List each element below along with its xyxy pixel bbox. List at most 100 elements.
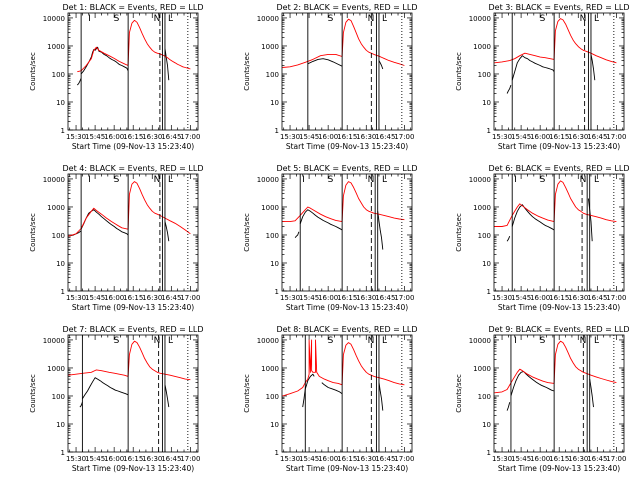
- detector-panel-6: Det 6: BLACK = Events, RED = LLD I S N L Coun…: [455, 164, 629, 312]
- x-tick-label: 17:00: [394, 294, 414, 302]
- x-tick-label: 16:15: [123, 133, 143, 141]
- plot-frame: [281, 12, 413, 131]
- plot-frame: [67, 12, 199, 131]
- x-tick-label: 16:45: [587, 133, 607, 141]
- x-tick-label: 16:45: [161, 294, 181, 302]
- y-tick-label: 10000: [43, 15, 65, 23]
- x-tick-label: 15:30: [66, 294, 86, 302]
- y-tick-label: 10: [270, 421, 279, 429]
- plot-area: [282, 13, 405, 130]
- detector-panel-1: Det 1: BLACK = Events, RED = LLD I S N L Coun…: [29, 3, 203, 151]
- y-tick-label: 1000: [261, 43, 279, 51]
- y-tick-label: 100: [52, 393, 65, 401]
- marker-label: L: [382, 336, 387, 346]
- marker-label: N: [154, 336, 161, 346]
- x-tick-label: 16:15: [549, 455, 569, 463]
- events-series-line: [587, 198, 593, 242]
- axis-ticks: [282, 174, 412, 292]
- events-series-line: [377, 211, 384, 250]
- events-series-line: [378, 60, 384, 70]
- y-axis-label: Counts/sec: [243, 52, 251, 91]
- lld-series-line: [68, 181, 191, 237]
- marker-label: N: [368, 14, 375, 24]
- plot-frame: [493, 12, 625, 131]
- y-tick-label: 1000: [47, 204, 65, 212]
- plot-frame: [493, 334, 625, 453]
- x-tick-label: 16:00: [104, 133, 124, 141]
- marker-label: S: [540, 336, 546, 346]
- x-tick-label: 17:00: [180, 133, 200, 141]
- panel-title: Det 7: BLACK = Events, RED = LLD: [63, 325, 204, 334]
- y-tick-label: 10000: [257, 15, 279, 23]
- plot-area: [76, 13, 191, 130]
- x-axis-label: Start Time (09-Nov-13 15:23:40): [286, 464, 408, 473]
- panel-title: Det 9: BLACK = Events, RED = LLD: [489, 325, 630, 334]
- x-tick-label: 16:15: [123, 455, 143, 463]
- x-tick-label: 16:00: [530, 294, 550, 302]
- x-tick-label: 16:15: [337, 294, 357, 302]
- y-tick-label: 1: [487, 449, 491, 457]
- y-tick-label: 100: [266, 71, 279, 79]
- plot-frame: [67, 334, 199, 453]
- marker-label: L: [168, 14, 173, 24]
- y-axis-label: Counts/sec: [243, 374, 251, 413]
- y-tick-label: 1000: [473, 204, 491, 212]
- y-axis-label: Counts/sec: [455, 52, 463, 91]
- x-axis-label: Start Time (09-Nov-13 15:23:40): [286, 142, 408, 151]
- marker-label: N: [580, 14, 587, 24]
- x-tick-label: 17:00: [606, 294, 626, 302]
- lld-series-line: [77, 19, 191, 73]
- events-series-line: [321, 382, 343, 395]
- events-series-line: [378, 382, 384, 411]
- x-tick-label: 17:00: [394, 455, 414, 463]
- y-tick-label: 10000: [43, 337, 65, 345]
- x-tick-label: 16:45: [587, 455, 607, 463]
- y-tick-label: 1: [61, 127, 65, 135]
- axis-ticks: [494, 174, 624, 292]
- marker-label: S: [328, 336, 334, 346]
- x-tick-label: 15:45: [299, 133, 319, 141]
- y-tick-label: 10000: [43, 176, 65, 184]
- x-axis-label: Start Time (09-Nov-13 15:23:40): [72, 464, 194, 473]
- lld-series-line: [68, 340, 191, 381]
- y-tick-label: 10: [482, 99, 491, 107]
- x-tick-label: 16:30: [356, 133, 376, 141]
- plot-area: [494, 174, 617, 291]
- x-tick-label: 15:30: [280, 294, 300, 302]
- lld-series-line: [282, 18, 405, 68]
- detector-panel-2: Det 2: BLACK = Events, RED = LLD S N L Count…: [243, 3, 417, 151]
- x-tick-label: 16:00: [530, 455, 550, 463]
- x-tick-label: 16:15: [549, 133, 569, 141]
- y-tick-label: 1: [61, 288, 65, 296]
- x-tick-label: 17:00: [606, 455, 626, 463]
- y-tick-label: 1: [275, 449, 279, 457]
- axis-ticks: [282, 13, 412, 131]
- detector-panel-3: Det 3: BLACK = Events, RED = LLD S N L Count…: [455, 3, 629, 151]
- marker-label: N: [154, 14, 161, 24]
- events-series-line: [294, 231, 300, 238]
- marker-label: L: [382, 175, 387, 185]
- marker-label: S: [540, 14, 546, 24]
- x-tick-label: 17:00: [180, 294, 200, 302]
- plot-area: [282, 174, 405, 291]
- y-tick-label: 100: [266, 393, 279, 401]
- panel-title: Det 5: BLACK = Events, RED = LLD: [277, 164, 418, 173]
- x-axis-label: Start Time (09-Nov-13 15:23:40): [498, 142, 620, 151]
- detector-panel-7: Det 7: BLACK = Events, RED = LLD S N L Count…: [29, 325, 203, 473]
- x-axis-label: Start Time (09-Nov-13 15:23:40): [286, 303, 408, 312]
- events-series-line: [80, 46, 129, 75]
- x-tick-label: 15:45: [299, 294, 319, 302]
- x-tick-label: 15:45: [511, 294, 531, 302]
- x-tick-label: 16:00: [318, 133, 338, 141]
- x-tick-label: 16:30: [142, 294, 162, 302]
- y-tick-label: 10: [482, 421, 491, 429]
- x-tick-label: 16:45: [161, 133, 181, 141]
- y-tick-label: 10000: [257, 337, 279, 345]
- events-series-line: [299, 209, 343, 231]
- x-tick-label: 16:30: [568, 133, 588, 141]
- x-axis-label: Start Time (09-Nov-13 15:23:40): [498, 464, 620, 473]
